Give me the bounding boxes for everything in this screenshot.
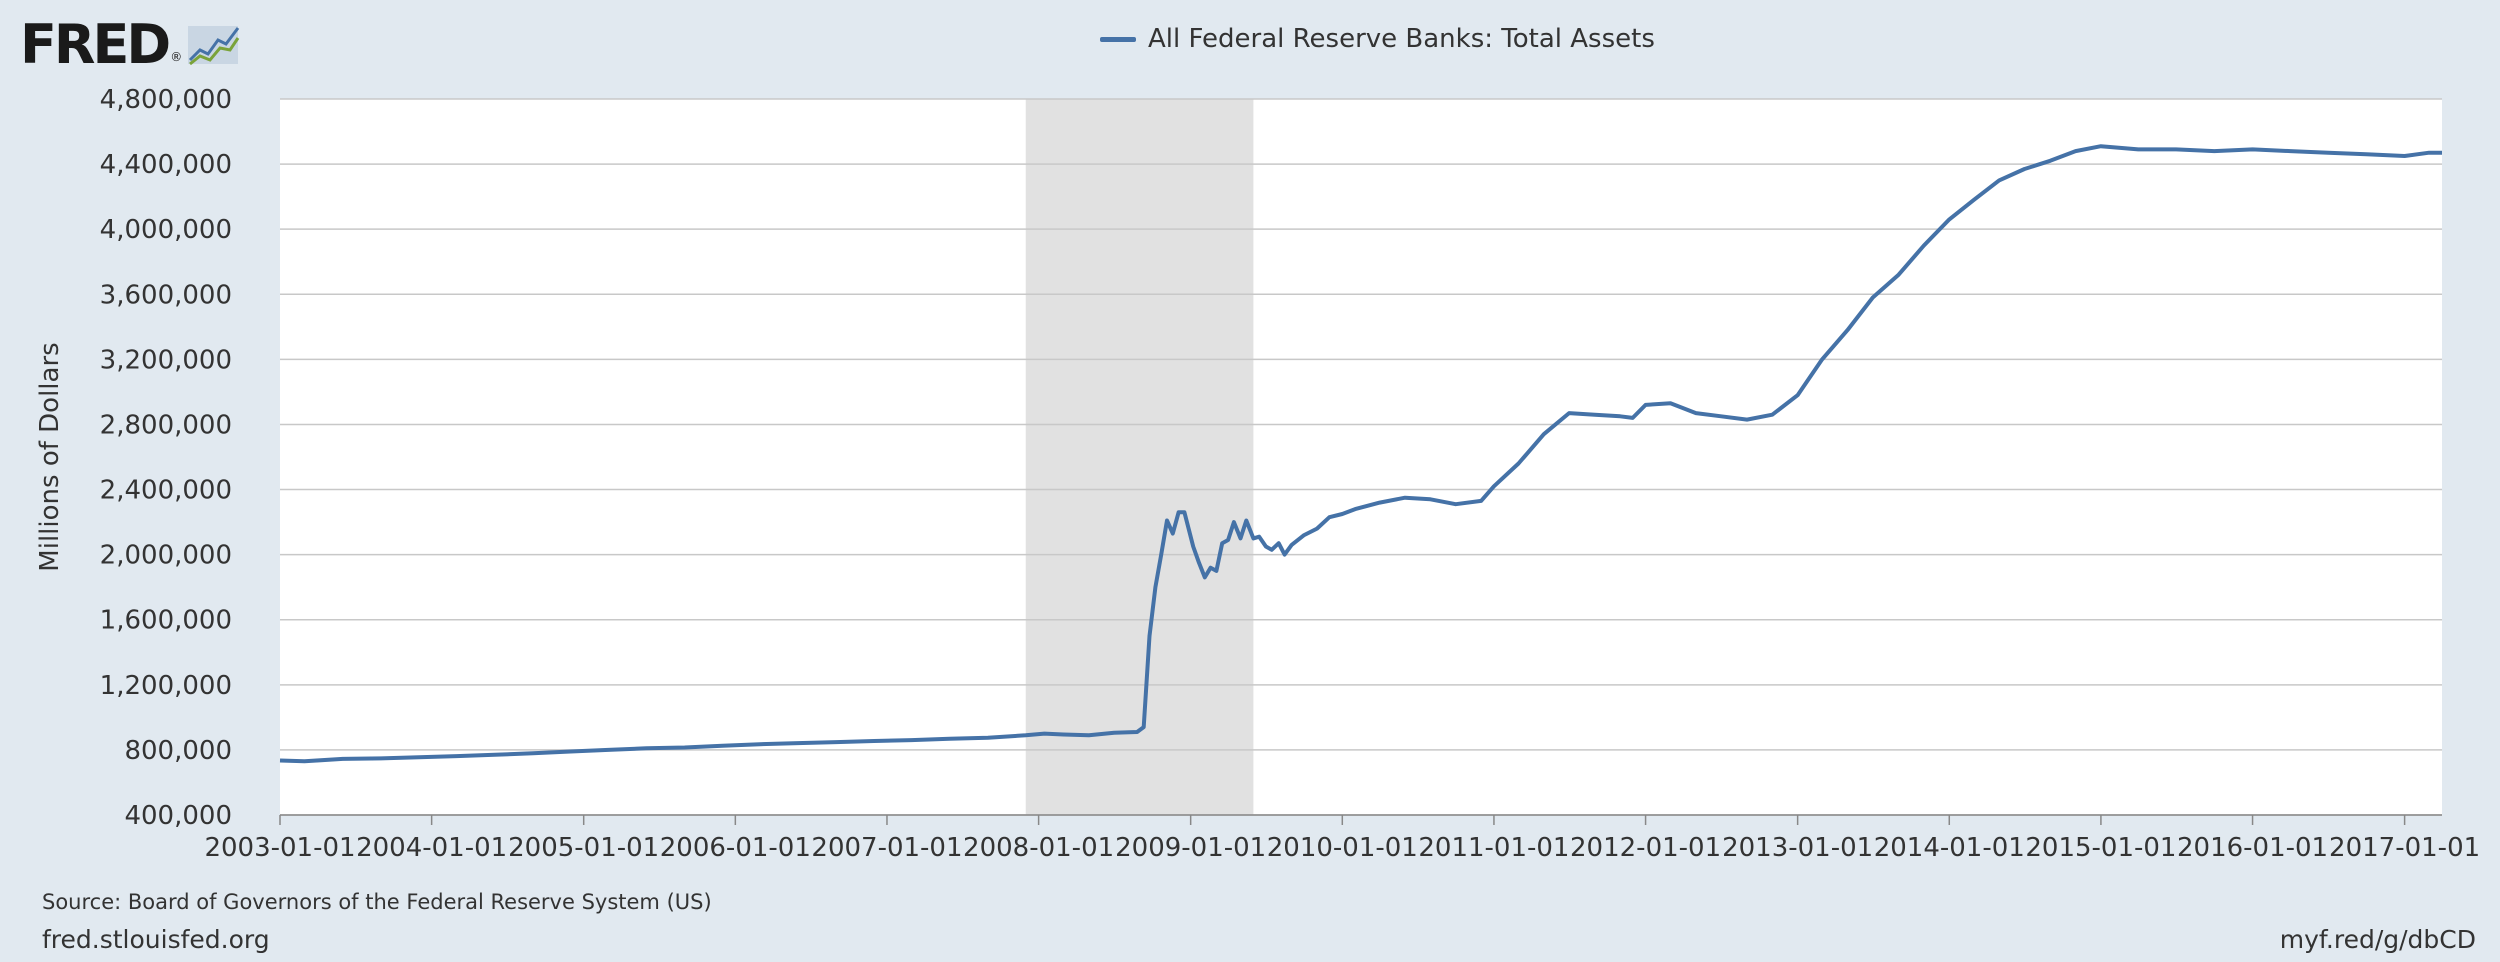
y-tick-label: 800,000	[124, 736, 232, 766]
legend-label: All Federal Reserve Banks: Total Assets	[1148, 24, 1655, 54]
plot-area	[280, 99, 2442, 815]
x-tick-label: 2004-01-01	[356, 833, 507, 863]
short-link[interactable]: myf.red/g/dbCD	[2279, 925, 2476, 954]
x-tick-label: 2011-01-01	[1418, 833, 1569, 863]
legend-line-swatch	[1100, 36, 1136, 42]
x-tick-label: 2005-01-01	[508, 833, 659, 863]
x-tick-label: 2013-01-01	[1722, 833, 1873, 863]
y-tick-label: 2,400,000	[100, 476, 232, 506]
y-tick-label: 1,600,000	[100, 606, 232, 636]
x-tick-label: 2006-01-01	[660, 833, 811, 863]
y-tick-label: 3,600,000	[100, 280, 232, 310]
x-tick-label: 2017-01-01	[2329, 833, 2480, 863]
x-tick-label: 2009-01-01	[1115, 833, 1266, 863]
fred-logo[interactable]: FRED ®	[20, 12, 242, 76]
recession-shading	[1025, 99, 1254, 815]
y-tick-label: 4,000,000	[100, 215, 232, 245]
y-tick-label: 4,400,000	[100, 150, 232, 180]
x-tick-label: 2016-01-01	[2177, 833, 2328, 863]
source-note: Source: Board of Governors of the Federa…	[42, 890, 712, 914]
fred-logo-text: FRED	[20, 12, 171, 76]
y-tick-label: 3,200,000	[100, 345, 232, 375]
x-tick-label: 2008-01-01	[963, 833, 1114, 863]
x-tick-label: 2003-01-01	[204, 833, 355, 863]
y-tick-label: 2,000,000	[100, 541, 232, 571]
registered-mark: ®	[170, 50, 183, 64]
x-tick-label: 2007-01-01	[811, 833, 962, 863]
y-tick-label: 2,800,000	[100, 410, 232, 440]
y-tick-label: 1,200,000	[100, 671, 232, 701]
x-tick-label: 2015-01-01	[2025, 833, 2176, 863]
x-tick-label: 2012-01-01	[1570, 833, 1721, 863]
chart-legend: All Federal Reserve Banks: Total Assets	[1100, 24, 1655, 54]
y-axis-label: Millions of Dollars	[35, 342, 65, 571]
site-link[interactable]: fred.stlouisfed.org	[42, 925, 270, 954]
series-line-total-assets	[279, 144, 2442, 764]
x-tick-label: 2014-01-01	[1874, 833, 2025, 863]
x-tick-label: 2010-01-01	[1267, 833, 1418, 863]
y-tick-label: 400,000	[124, 801, 232, 831]
y-tick-label: 4,800,000	[100, 85, 232, 115]
fred-chart-icon	[188, 26, 240, 66]
